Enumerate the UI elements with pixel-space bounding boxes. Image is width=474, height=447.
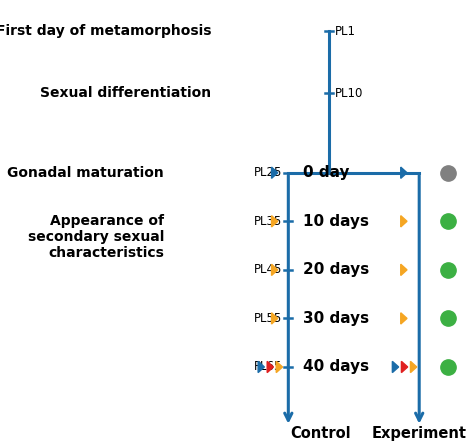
Text: PL1: PL1 [335, 25, 356, 38]
Polygon shape [401, 167, 407, 178]
Polygon shape [410, 361, 417, 373]
Polygon shape [392, 361, 399, 373]
Polygon shape [276, 361, 283, 373]
Polygon shape [258, 361, 264, 373]
Text: PL25: PL25 [254, 166, 283, 179]
Polygon shape [272, 313, 278, 324]
Text: PL35: PL35 [254, 215, 283, 228]
Text: PL65: PL65 [254, 360, 283, 374]
Polygon shape [401, 361, 408, 373]
Text: PL45: PL45 [254, 263, 283, 276]
Polygon shape [401, 264, 407, 275]
Text: 40 days: 40 days [303, 359, 370, 375]
Text: Control: Control [290, 426, 350, 441]
Polygon shape [267, 361, 273, 373]
Text: Gonadal maturation: Gonadal maturation [8, 166, 164, 180]
Polygon shape [272, 264, 278, 275]
Text: 20 days: 20 days [303, 262, 370, 277]
Text: 10 days: 10 days [303, 214, 369, 229]
Polygon shape [401, 313, 407, 324]
Text: PL10: PL10 [335, 87, 363, 100]
Text: Experiment: Experiment [372, 426, 467, 441]
Text: Sexual differentiation: Sexual differentiation [40, 86, 211, 100]
Text: 30 days: 30 days [303, 311, 370, 326]
Polygon shape [272, 167, 278, 178]
Text: Appearance of
secondary sexual
characteristics: Appearance of secondary sexual character… [28, 214, 164, 260]
Polygon shape [272, 215, 278, 227]
Text: PL55: PL55 [254, 312, 283, 325]
Text: 0 day: 0 day [303, 165, 350, 180]
Text: First day of metamorphosis: First day of metamorphosis [0, 25, 211, 38]
Polygon shape [401, 215, 407, 227]
